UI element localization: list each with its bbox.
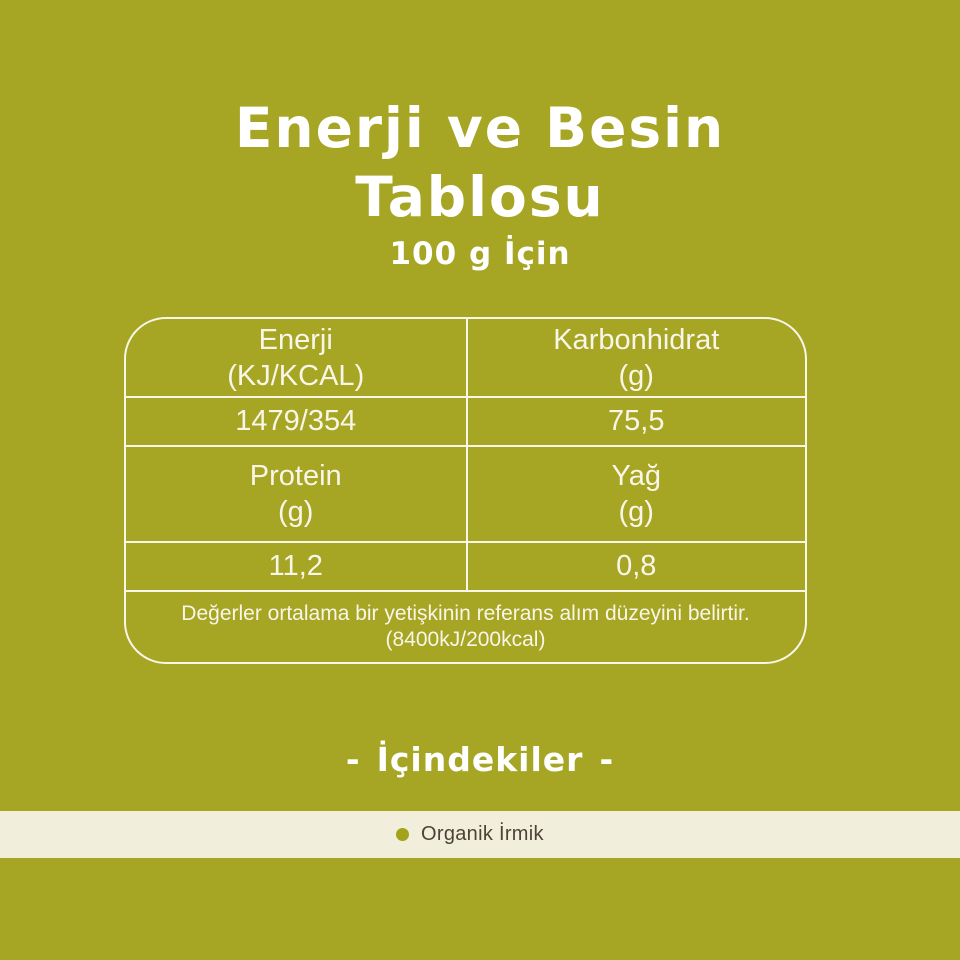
section-title-right-dash: - xyxy=(599,740,615,779)
table-value-energy: 1479/354 xyxy=(126,398,466,447)
table-header-fat: Yağ (g) xyxy=(465,447,805,543)
table-header-protein-line2: (g) xyxy=(278,496,314,528)
table-footnote-line2: (8400kJ/200kcal) xyxy=(385,628,546,651)
table-footnote-line1: Değerler ortalama bir yetişkinin referan… xyxy=(181,602,750,625)
table-value-carbohydrate: 75,5 xyxy=(465,398,805,447)
nutrition-table: Enerji (KJ/KCAL) Karbonhidrat (g) 1479/3… xyxy=(124,317,807,664)
table-header-carbohydrate-line1: Karbonhidrat xyxy=(553,323,720,356)
bullet-dot-icon xyxy=(396,828,409,841)
table-header-protein: Protein (g) xyxy=(126,447,466,543)
list-item: Organik İrmik xyxy=(396,811,544,858)
page-subtitle: 100 g İçin xyxy=(389,236,571,272)
table-value-fat: 0,8 xyxy=(465,543,805,592)
table-header-energy-line1: Enerji xyxy=(258,323,333,356)
table-header-energy-line2: (KJ/KCAL) xyxy=(227,359,365,392)
page-title-line2: Tablosu xyxy=(355,165,605,229)
section-title-left-dash: - xyxy=(345,740,361,779)
table-header-fat-line1: Yağ xyxy=(611,460,661,492)
table-footnote: Değerler ortalama bir yetişkinin referan… xyxy=(126,592,805,662)
ingredient-label: Organik İrmik xyxy=(421,823,544,845)
table-header-fat-line2: (g) xyxy=(618,496,654,528)
table-header-carbohydrate-line2: (g) xyxy=(618,359,654,392)
table-header-protein-line1: Protein xyxy=(249,460,342,492)
table-header-energy: Enerji (KJ/KCAL) xyxy=(126,319,466,398)
page-title-line1: Enerji ve Besin xyxy=(234,96,726,160)
table-value-protein: 11,2 xyxy=(126,543,466,592)
section-title-text: İçindekiler xyxy=(376,740,584,779)
page-title: Enerji ve Besin Tablosu xyxy=(0,94,960,232)
ingredients-band: Organik İrmik xyxy=(0,811,960,858)
table-header-carbohydrate: Karbonhidrat (g) xyxy=(465,319,805,398)
ingredients-section-title: - İçindekiler - xyxy=(0,740,960,779)
